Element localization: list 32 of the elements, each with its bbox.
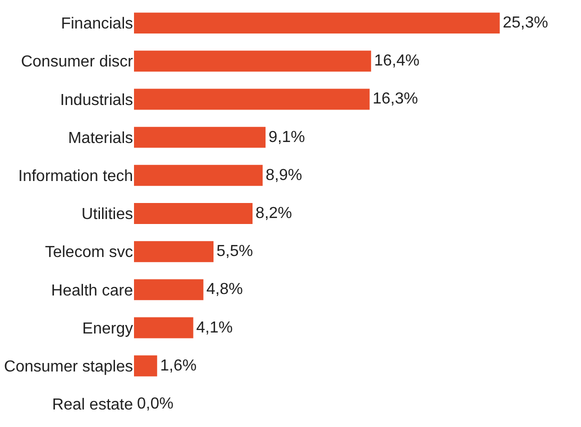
bar	[134, 50, 372, 72]
y-tick-label: Consumer staples	[4, 358, 133, 376]
y-tick-label: Industrials	[60, 92, 133, 109]
bar	[134, 279, 204, 300]
y-tick-label: Energy	[82, 320, 133, 338]
data-label: 16,4%	[374, 52, 420, 70]
data-label: 16,3%	[372, 90, 418, 108]
bar	[134, 88, 370, 110]
data-label: 1,6%	[160, 357, 197, 374]
data-label: 4,8%	[206, 281, 243, 298]
bar	[134, 164, 263, 186]
data-label: 8,9%	[266, 166, 302, 184]
y-tick-label: Financials	[60, 16, 133, 33]
data-label: 0,0%	[137, 395, 174, 412]
bar	[134, 241, 214, 262]
bar	[134, 317, 194, 338]
bar	[134, 203, 253, 224]
y-tick-label: Telecom svc	[44, 244, 133, 262]
bar	[134, 355, 158, 376]
data-label: 4,1%	[196, 319, 233, 336]
data-label: 5,5%	[216, 243, 253, 260]
y-tick-label: Utilities	[81, 206, 133, 224]
y-tick-label: Consumer discr	[20, 54, 134, 71]
bar	[134, 126, 266, 148]
data-label: 8,2%	[256, 205, 292, 222]
y-tick-label: Real estate	[52, 396, 134, 414]
y-tick-label: Materials	[68, 130, 133, 147]
data-label: 9,1%	[268, 128, 306, 146]
y-tick-label: Health care	[51, 282, 134, 300]
y-tick-label: Information tech	[18, 168, 133, 186]
bar	[134, 12, 500, 34]
data-label: 25,3%	[502, 14, 548, 32]
